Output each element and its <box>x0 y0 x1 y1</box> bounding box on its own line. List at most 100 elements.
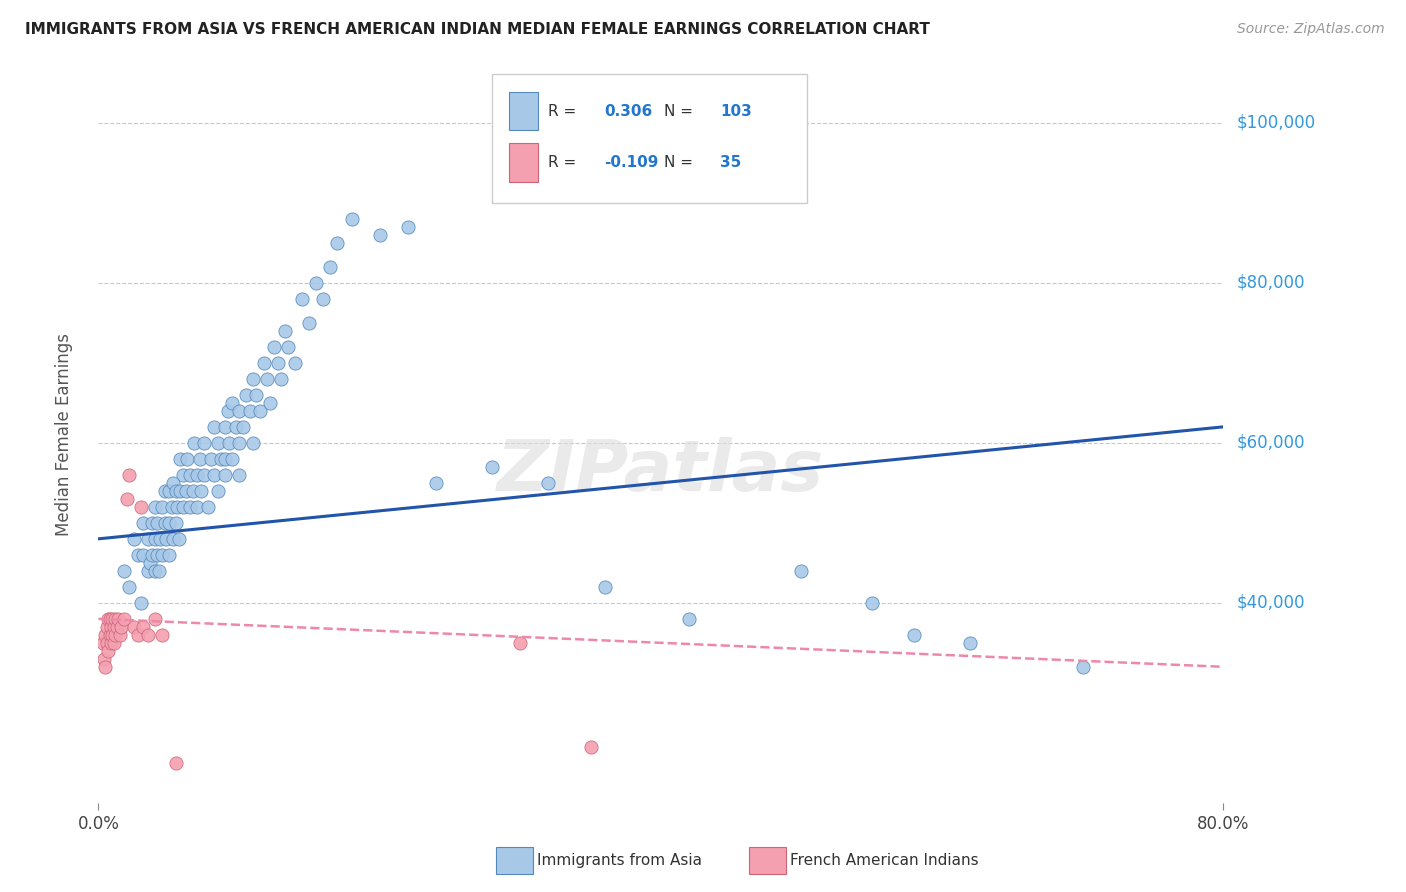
Point <box>157 483 180 498</box>
Point <box>150 628 173 642</box>
Point <box>139 556 162 570</box>
Point <box>118 580 141 594</box>
Point <box>107 612 129 626</box>
Point <box>228 404 250 418</box>
Point <box>112 612 135 626</box>
Point <box>97 644 120 658</box>
Point <box>274 324 297 338</box>
Point <box>190 483 212 498</box>
Text: IMMIGRANTS FROM ASIA VS FRENCH AMERICAN INDIAN MEDIAN FEMALE EARNINGS CORRELATIO: IMMIGRANTS FROM ASIA VS FRENCH AMERICAN … <box>25 22 931 37</box>
Point <box>579 739 602 754</box>
Text: ZIPatlas: ZIPatlas <box>498 437 824 506</box>
Point <box>174 483 197 498</box>
Point <box>93 652 115 666</box>
Point <box>153 483 176 498</box>
Point <box>319 260 342 274</box>
Point <box>232 420 254 434</box>
Text: R =: R = <box>548 155 582 170</box>
Point <box>284 356 307 370</box>
Point <box>94 660 117 674</box>
Point <box>101 612 124 626</box>
Point <box>256 372 278 386</box>
Point <box>263 340 285 354</box>
Point <box>221 396 243 410</box>
Text: Immigrants from Asia: Immigrants from Asia <box>537 854 702 868</box>
Point <box>162 475 184 490</box>
Point <box>425 475 447 490</box>
Point <box>136 628 159 642</box>
Point <box>122 532 145 546</box>
Point <box>103 620 125 634</box>
Point <box>101 628 124 642</box>
Point <box>157 548 180 562</box>
Point <box>214 451 236 466</box>
Point <box>141 548 163 562</box>
Point <box>166 500 188 514</box>
Point <box>186 467 208 482</box>
Point <box>129 596 152 610</box>
Point <box>209 451 232 466</box>
Text: N =: N = <box>664 103 697 119</box>
Point <box>157 516 180 530</box>
Point <box>181 483 204 498</box>
Point <box>217 404 239 418</box>
Point <box>270 372 292 386</box>
Point <box>100 636 122 650</box>
Point <box>103 636 125 650</box>
Point <box>118 467 141 482</box>
Point <box>481 459 503 474</box>
Point <box>396 219 419 234</box>
Point <box>200 451 222 466</box>
Point <box>186 500 208 514</box>
Point <box>1071 660 1094 674</box>
Point <box>165 756 187 770</box>
Point <box>277 340 299 354</box>
Point <box>162 532 184 546</box>
Point <box>104 612 127 626</box>
Point <box>112 564 135 578</box>
Point <box>98 628 121 642</box>
Point <box>188 451 211 466</box>
Point <box>172 500 194 514</box>
Point <box>860 596 883 610</box>
Text: N =: N = <box>664 155 697 170</box>
Point <box>225 420 247 434</box>
Point <box>167 532 190 546</box>
Point <box>146 548 169 562</box>
Point <box>129 500 152 514</box>
Y-axis label: Median Female Earnings: Median Female Earnings <box>55 334 73 536</box>
Point <box>207 435 229 450</box>
Point <box>143 564 166 578</box>
Text: R =: R = <box>548 103 582 119</box>
Point <box>160 500 183 514</box>
Point <box>127 548 149 562</box>
Text: 103: 103 <box>720 103 752 119</box>
Point <box>96 636 118 650</box>
Point <box>143 532 166 546</box>
Point <box>179 500 201 514</box>
FancyBboxPatch shape <box>509 92 538 130</box>
Point <box>249 404 271 418</box>
Point <box>165 516 187 530</box>
Point <box>202 467 225 482</box>
Point <box>239 404 262 418</box>
Point <box>94 628 117 642</box>
Point <box>148 564 170 578</box>
Point <box>245 388 267 402</box>
Point <box>132 548 155 562</box>
Point <box>903 628 925 642</box>
Point <box>312 292 335 306</box>
Point <box>298 316 321 330</box>
Point <box>678 612 700 626</box>
Point <box>259 396 281 410</box>
Point <box>537 475 560 490</box>
FancyBboxPatch shape <box>509 144 538 182</box>
Point <box>183 435 205 450</box>
Point <box>91 636 114 650</box>
Point <box>193 467 215 482</box>
Point <box>104 628 127 642</box>
Point <box>179 467 201 482</box>
Point <box>149 532 172 546</box>
Point <box>242 435 264 450</box>
Point <box>242 372 264 386</box>
